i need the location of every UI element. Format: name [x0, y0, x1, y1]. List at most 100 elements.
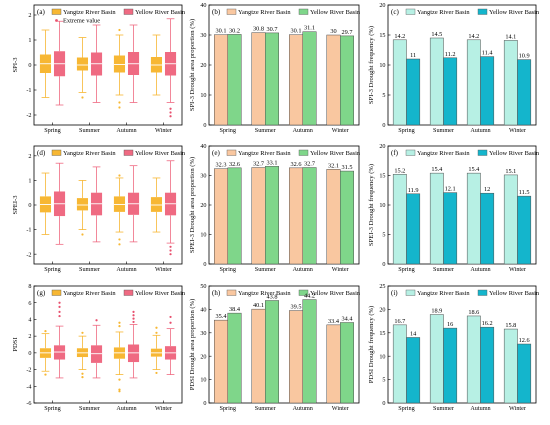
x-tick-label: Autumn: [116, 266, 136, 273]
box-yellow-winter: [164, 18, 177, 118]
legend-swatch-yangtze: [51, 8, 62, 15]
outlier-point: [169, 253, 172, 256]
x-tick-label: Winter: [509, 405, 526, 412]
bar-yangtze-summer: [429, 314, 444, 404]
y-tick-label: 0: [203, 400, 206, 407]
panel-c: 0 5 10 15 20 Spring Summer Autumn Winter SPI-3 Dr…: [368, 2, 540, 134]
outlier-point: [155, 326, 158, 329]
x-tick-label: Autumn: [293, 266, 313, 273]
box-yellow-summer: [90, 319, 103, 379]
y-tick-label: 10: [379, 202, 385, 209]
x-tick-label: Summer: [255, 266, 276, 273]
outlier-point: [155, 331, 158, 334]
y-tick-label: 20: [379, 143, 385, 150]
bar-value-label: 11.5: [519, 189, 530, 196]
bar-yangtze-autumn: [289, 167, 303, 265]
x-tick-label: Spring: [398, 266, 415, 273]
outlier-point: [95, 319, 98, 322]
x-tick-label: Autumn: [116, 127, 136, 134]
bar-value-label: 11: [410, 52, 416, 59]
x-tick-label: Summer: [79, 127, 100, 134]
bar-value-label: 18.9: [431, 308, 442, 315]
bar-yangtze-winter: [503, 328, 518, 404]
y-tick-label: 0: [382, 261, 385, 268]
x-tick-label: Summer: [433, 405, 454, 412]
x-tick-label: Spring: [398, 127, 415, 134]
y-axis-title: SPI-3 Drought area proportion (%): [189, 19, 196, 111]
legend-swatch-yangtze: [405, 8, 416, 15]
outlier-point: [132, 310, 135, 314]
y-axis-title: SPEI-3 Drought area proportion (%): [189, 157, 196, 253]
bar-value-label: 30.2: [229, 27, 240, 34]
bar-value-label: 14.5: [431, 31, 442, 38]
box-iqr: [76, 57, 89, 71]
bar-yangtze-autumn: [289, 310, 303, 404]
box-yangtze-summer: [76, 180, 89, 236]
outlier-point: [169, 107, 172, 110]
legend-swatch-yangtze: [405, 149, 416, 156]
bar-value-label: 44.2: [304, 293, 315, 300]
legend-label-yellow: Yellow River Basin: [489, 150, 540, 157]
outlier-point: [169, 315, 172, 319]
y-tick-label: -2: [26, 251, 31, 258]
bar-yellow-autumn: [302, 167, 317, 265]
bar-value-label: 14.2: [468, 33, 479, 40]
x-tick-label: Summer: [433, 266, 454, 273]
bar-value-label: 30.8: [253, 26, 264, 33]
y-tick-label: 0: [203, 261, 206, 268]
bar-value-label: 11.2: [445, 51, 456, 58]
legend-swatch-yangtze: [226, 149, 237, 156]
panel-label: (f): [391, 149, 399, 157]
bar-yangtze-winter: [503, 174, 518, 265]
bar-yellow-autumn: [480, 56, 495, 126]
bar-yellow-summer: [265, 300, 279, 404]
bar-value-label: 15.1: [505, 168, 516, 175]
x-tick-label: Winter: [155, 266, 172, 273]
box-yangtze-winter: [150, 326, 163, 375]
bar-value-label: 12: [484, 186, 490, 193]
outlier-point: [118, 106, 121, 109]
y-tick-label: 0: [203, 122, 206, 129]
outlier-point: [58, 314, 61, 318]
legend-label-yangtze: Yangtze River Basin: [417, 150, 470, 157]
y-tick-label: -4: [26, 383, 31, 390]
bar-yellow-summer: [265, 166, 279, 265]
bar-yangtze-summer: [251, 308, 266, 404]
legend-label-extreme: Extreme value: [63, 18, 100, 25]
bar-value-label: 16: [447, 321, 453, 328]
x-tick-label: Winter: [155, 127, 172, 134]
panel-i: 0 5 10 15 20 25 Spring Summer Autumn Winter PDSI D…: [368, 283, 540, 412]
outlier-point: [118, 101, 121, 104]
outlier-point: [81, 372, 84, 375]
bar-yangtze-autumn: [289, 34, 303, 126]
y-axis-title: PDSI Drought frequency (%): [368, 306, 375, 383]
legend-label-yellow: Yellow River Basin: [489, 9, 540, 16]
legend-label-yangtze: Yangtze River Basin: [238, 9, 291, 16]
outlier-point: [118, 321, 121, 324]
bar-yellow-summer: [443, 327, 458, 404]
panel-h: 0 10 20 30 40 50 Spring Summer Autumn Winter PDSI …: [189, 283, 361, 412]
outlier-point: [44, 373, 47, 376]
panel-g: -6 -4 -2 0 2 4 6 8 Spring Summer Autumn Winter PDSI (…: [12, 283, 186, 412]
box-yangtze-summer: [76, 331, 89, 379]
bar-value-label: 31.1: [304, 25, 315, 32]
legend-label-yellow: Yellow River Basin: [489, 290, 540, 297]
bar-yangtze-spring: [214, 34, 228, 126]
bar-value-label: 14.2: [394, 33, 405, 40]
outlier-point: [118, 325, 121, 328]
y-tick-label: 20: [379, 2, 385, 9]
x-tick-label: Summer: [79, 405, 100, 412]
panel-label: (c): [391, 8, 399, 16]
y-tick-label: 40: [200, 307, 206, 314]
bar-value-label: 38.4: [229, 306, 241, 313]
panel-label: (a): [37, 8, 45, 16]
bar-yellow-winter: [517, 59, 532, 126]
outlier-point: [132, 320, 135, 324]
legend-swatch-yellow: [477, 149, 488, 156]
outlier-point: [44, 330, 47, 333]
y-axis-title: SPEI-3: [12, 195, 19, 215]
bar-value-label: 30: [330, 28, 336, 35]
outlier-point: [169, 115, 172, 118]
y-tick-label: 20: [200, 353, 206, 360]
box-yellow-spring: [53, 301, 66, 379]
